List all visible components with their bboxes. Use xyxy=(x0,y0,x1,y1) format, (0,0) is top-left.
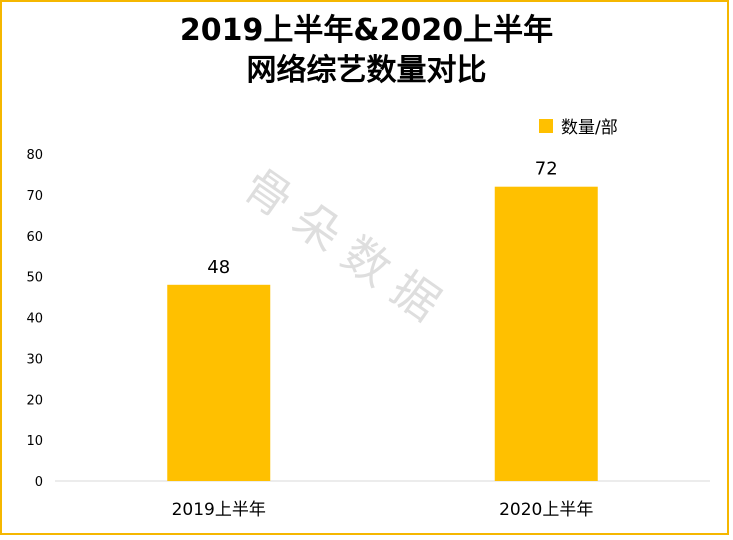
y-tick-label: 70 xyxy=(26,189,43,204)
y-tick-label: 80 xyxy=(26,148,43,163)
y-tick-label: 20 xyxy=(26,393,43,408)
y-tick-label: 10 xyxy=(26,434,43,449)
bar xyxy=(167,284,271,481)
chart-subtitle: 网络综艺数量对比 xyxy=(246,53,487,88)
y-tick-label: 40 xyxy=(26,312,43,327)
data-label: 72 xyxy=(535,159,558,180)
bar xyxy=(494,186,598,481)
chart-title: 2019上半年&2020上半年 xyxy=(179,13,554,48)
legend: 数量/部 xyxy=(539,113,618,138)
y-tick-label: 60 xyxy=(26,230,43,245)
y-tick-label: 0 xyxy=(35,475,43,490)
data-label: 48 xyxy=(207,257,230,278)
legend-label: 数量/部 xyxy=(561,118,618,138)
y-tick-label: 50 xyxy=(26,271,43,286)
x-category-label: 2019上半年 xyxy=(172,500,266,520)
legend-swatch xyxy=(539,118,553,133)
y-tick-label: 30 xyxy=(26,352,43,367)
x-category-label: 2020上半年 xyxy=(499,500,593,520)
